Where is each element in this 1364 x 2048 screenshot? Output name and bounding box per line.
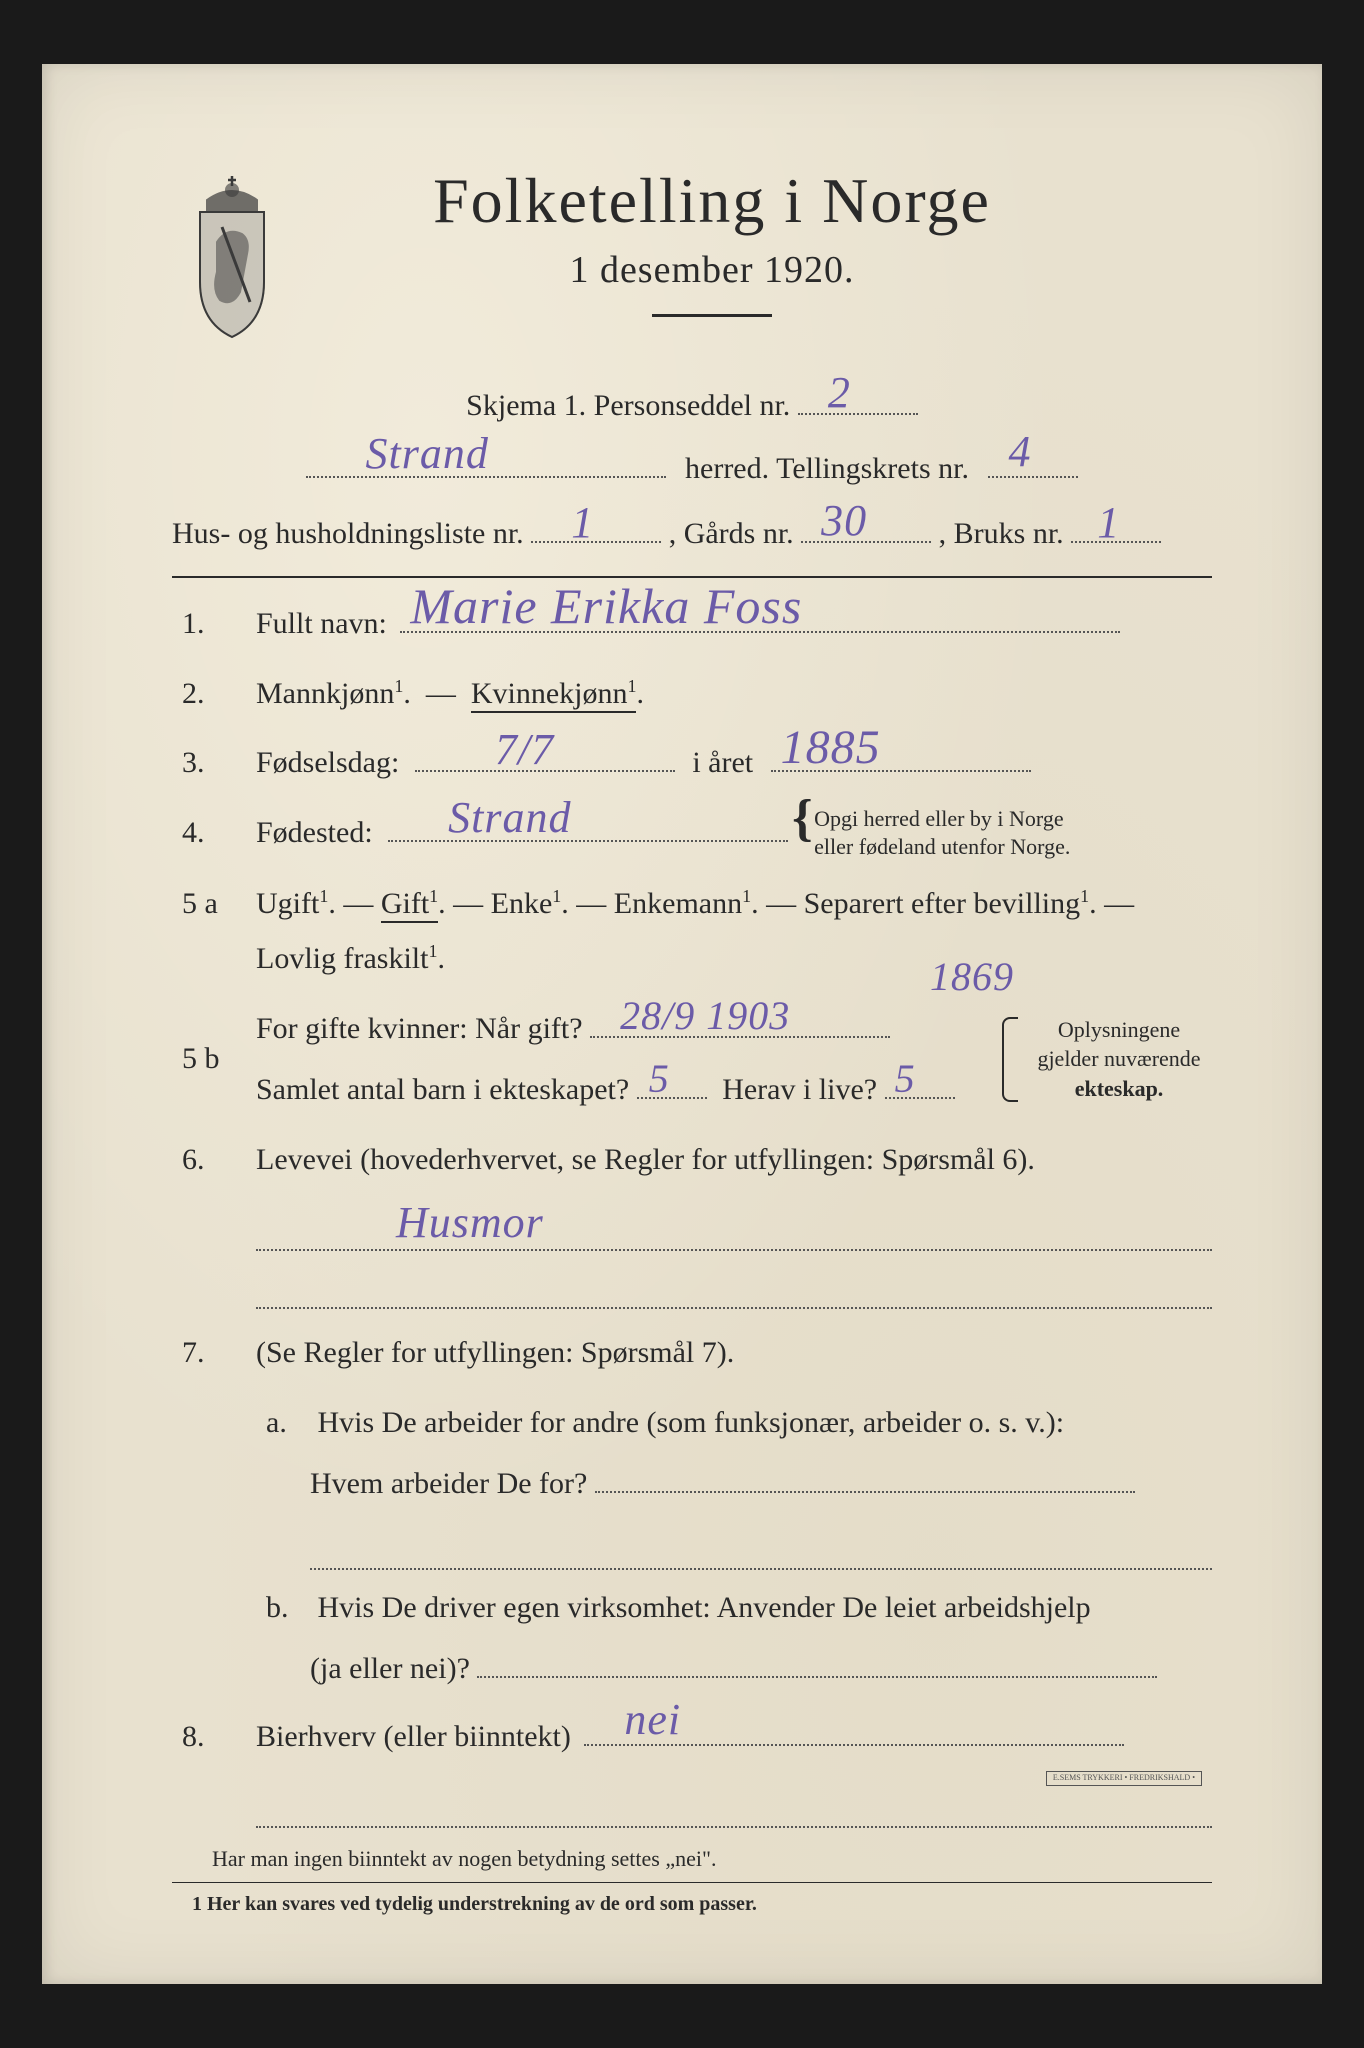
q6-num: 6. — [182, 1132, 232, 1188]
q5b-married: 28/9 1903 — [620, 996, 790, 1036]
q7a: a. Hvis De arbeider for andre (som funks… — [172, 1395, 1212, 1451]
q3-label: Fødselsdag: — [256, 746, 399, 779]
q3-mid: i året — [692, 746, 753, 779]
gaards-label: , Gårds nr. — [669, 517, 794, 550]
bruks-label: , Bruks nr. — [939, 517, 1064, 550]
tellingskrets-nr: 4 — [1008, 430, 1031, 474]
q3-day: 7/7 — [495, 728, 554, 772]
q7a-2: Hvem arbeider De for? — [172, 1456, 1212, 1512]
q7b-l2: (ja eller nei)? — [310, 1652, 470, 1685]
q5a-fraskilt: Lovlig fraskilt1. — [256, 942, 445, 975]
q4: 4. Fødested: Strand { Opgi herred eller … — [172, 805, 1212, 862]
q7a-line — [310, 1520, 1212, 1570]
q4-value: Strand — [448, 796, 571, 840]
q2-opt-m: Mannkjønn1. — [256, 677, 411, 710]
q3: 3. Fødselsdag: 7/7 i året 1885 — [172, 735, 1212, 791]
q5a-gift: Gift1 — [381, 887, 438, 923]
footnote-1: Har man ingen biinntekt av nogen betydni… — [172, 1846, 1212, 1872]
husliste-label: Hus- og husholdningsliste nr. — [172, 517, 524, 550]
q4-num: 4. — [182, 805, 232, 861]
q5a-enkemann: Enkemann1. — [614, 887, 759, 920]
q5b-l2a: Samlet antal barn i ekteskapet? — [256, 1073, 629, 1106]
q5b-extra: 1869 — [930, 957, 1014, 997]
q6-value: Husmor — [396, 1201, 544, 1245]
q5a-ugift: Ugift1. — [256, 887, 336, 920]
q3-num: 3. — [182, 735, 232, 791]
q3-year: 1885 — [781, 724, 881, 772]
personseddel-nr: 2 — [828, 371, 851, 415]
bruks-nr: 1 — [1097, 501, 1120, 545]
q7b-l1: Hvis De driver egen virksomhet: Anvender… — [318, 1591, 1091, 1624]
q6: 6. Levevei (hovederhvervet, se Regler fo… — [172, 1132, 1212, 1188]
skjema-label: Skjema 1. Personseddel nr. — [466, 389, 790, 422]
q5b-note: Oplysningene gjelder nuværende ekteskap. — [1002, 1015, 1212, 1104]
q7-num: 7. — [182, 1325, 232, 1381]
herred-value: Strand — [366, 432, 489, 476]
q1: 1. Fullt navn: Marie Erikka Foss — [172, 596, 1212, 652]
q5a: 5 a Ugift1. — Gift1. — Enke1. — Enkemann… — [172, 876, 1212, 987]
thin-rule — [172, 1882, 1212, 1883]
title-rule — [652, 314, 772, 317]
q2-num: 2. — [182, 666, 232, 722]
q8-value: nei — [624, 1698, 681, 1742]
meta-line-2: Strand herred. Tellingskrets nr. 4 — [172, 440, 1212, 497]
q5a-enke: Enke1. — [491, 887, 569, 920]
q5a-num: 5 a — [182, 876, 232, 932]
main-title: Folketelling i Norge — [332, 164, 1092, 238]
q4-label: Fødested: — [256, 816, 373, 849]
q7: 7. (Se Regler for utfyllingen: Spørsmål … — [172, 1325, 1212, 1381]
census-form-page: Folketelling i Norge 1 desember 1920. Sk… — [42, 64, 1322, 1984]
q2-opt-k: Kvinnekjønn1 — [471, 677, 637, 713]
printer-mark: E.SEMS TRYKKERI • FREDRIKSHALD • — [1046, 1771, 1202, 1786]
q2: 2. Mannkjønn1. — Kvinnekjønn1. — [172, 666, 1212, 722]
coat-of-arms-icon — [172, 172, 292, 347]
q6-line2 — [256, 1259, 1212, 1309]
q1-value: Marie Erikka Foss — [410, 581, 802, 631]
q5a-separert: Separert efter bevilling1. — [804, 887, 1097, 920]
q7b-2: (ja eller nei)? — [172, 1641, 1212, 1697]
husliste-nr: 1 — [571, 501, 594, 545]
q5b-children: 5 — [649, 1059, 670, 1099]
meta-line-3: Hus- og husholdningsliste nr. 1 , Gårds … — [172, 505, 1212, 562]
q5b-num: 5 b — [182, 1031, 232, 1087]
subtitle: 1 desember 1920. — [332, 248, 1092, 292]
gaards-nr: 30 — [821, 499, 867, 543]
title-block: Folketelling i Norge 1 desember 1920. — [332, 164, 1212, 317]
q7-label: (Se Regler for utfyllingen: Spørsmål 7). — [256, 1325, 1212, 1381]
q5b-l2b: Herav i live? — [722, 1073, 877, 1106]
q4-note: { Opgi herred eller by i Norge eller fød… — [788, 805, 1108, 862]
q1-label: Fullt navn: — [256, 607, 387, 640]
q6-line1: Husmor — [256, 1201, 1212, 1251]
q7a-l2: Hvem arbeider De for? — [310, 1467, 587, 1500]
q5b: 5 b For gifte kvinner: Når gift? 28/9 19… — [172, 1001, 1212, 1118]
meta-line-1: Skjema 1. Personseddel nr. 2 — [172, 377, 1212, 434]
footnote-2: 1 Her kan svares ved tydelig understrekn… — [172, 1893, 1212, 1916]
q8-label: Bierhverv (eller biinntekt) — [256, 1720, 571, 1753]
q8-num: 8. — [182, 1709, 232, 1765]
q7a-l1: Hvis De arbeider for andre (som funksjon… — [318, 1406, 1065, 1439]
q8: 8. Bierhverv (eller biinntekt) nei — [172, 1709, 1212, 1765]
q6-label: Levevei (hovederhvervet, se Regler for u… — [256, 1132, 1212, 1188]
q5b-l1: For gifte kvinner: Når gift? — [256, 1012, 583, 1045]
q5b-alive: 5 — [895, 1059, 916, 1099]
q7b: b. Hvis De driver egen virksomhet: Anven… — [172, 1580, 1212, 1636]
herred-label: herred. Tellingskrets nr. — [685, 452, 969, 485]
q1-num: 1. — [182, 596, 232, 652]
header: Folketelling i Norge 1 desember 1920. — [172, 164, 1212, 347]
